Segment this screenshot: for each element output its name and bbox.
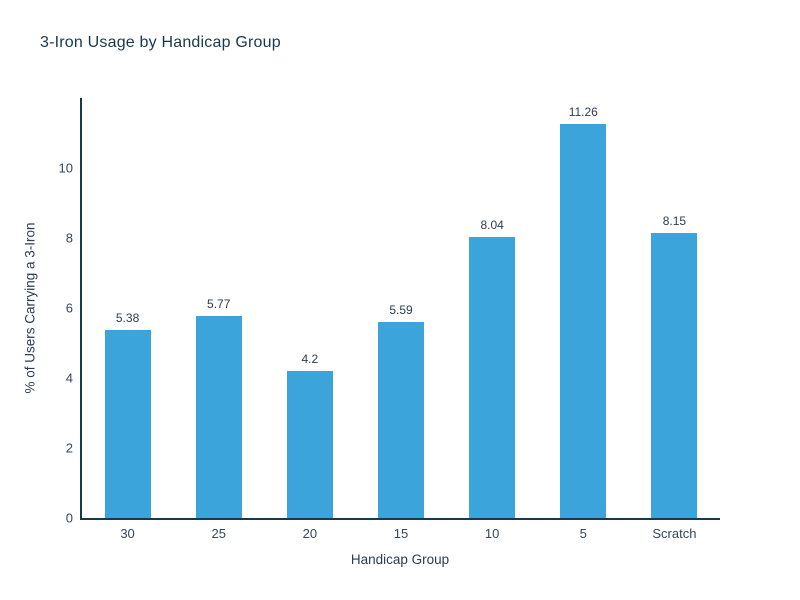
bar-value-label: 8.04 [480, 217, 504, 232]
bar-value-label: 8.15 [662, 213, 687, 228]
bar-value-label: 11.26 [568, 104, 598, 119]
bar-value-label: 4.2 [301, 352, 319, 366]
y-tick-label: 2 [65, 440, 73, 456]
x-tick-label-Scratch: Scratch [652, 526, 697, 541]
y-tick-label: 8 [65, 230, 73, 246]
x-axis-title: Handicap Group [350, 552, 450, 567]
bar-Scratch [651, 232, 698, 518]
x-tick-label-5: 5 [579, 526, 587, 541]
plot-area: 0 2 4 6 8 10 5.38 30 5.77 25 4.2 20 5.59 15 8.04 10 11.2… [59, 98, 720, 541]
x-tick-label-20: 20 [302, 526, 318, 541]
x-tick-label-10: 10 [484, 526, 500, 541]
y-tick-label: 0 [65, 510, 73, 526]
bar-value-label: 5.59 [389, 303, 413, 318]
bar-value-label: 5.77 [207, 297, 231, 312]
y-tick-label: 10 [58, 160, 73, 176]
bar-5 [560, 123, 607, 518]
bar-15 [378, 322, 424, 518]
x-tick-label-15: 15 [393, 526, 409, 541]
y-axis-title: % of Users Carrying a 3-Iron [22, 222, 38, 394]
y-tick-label: 6 [65, 300, 73, 316]
x-tick-label-25: 25 [211, 526, 226, 541]
bar-25 [195, 316, 242, 518]
bar-30 [104, 329, 151, 518]
bar-10 [469, 236, 516, 518]
y-tick-label: 4 [65, 370, 73, 386]
bar-value-label: 5.38 [115, 310, 140, 325]
bar-20 [286, 371, 333, 518]
chart-title: 3-Iron Usage by Handicap Group [40, 34, 281, 51]
x-tick-label-30: 30 [120, 526, 135, 541]
